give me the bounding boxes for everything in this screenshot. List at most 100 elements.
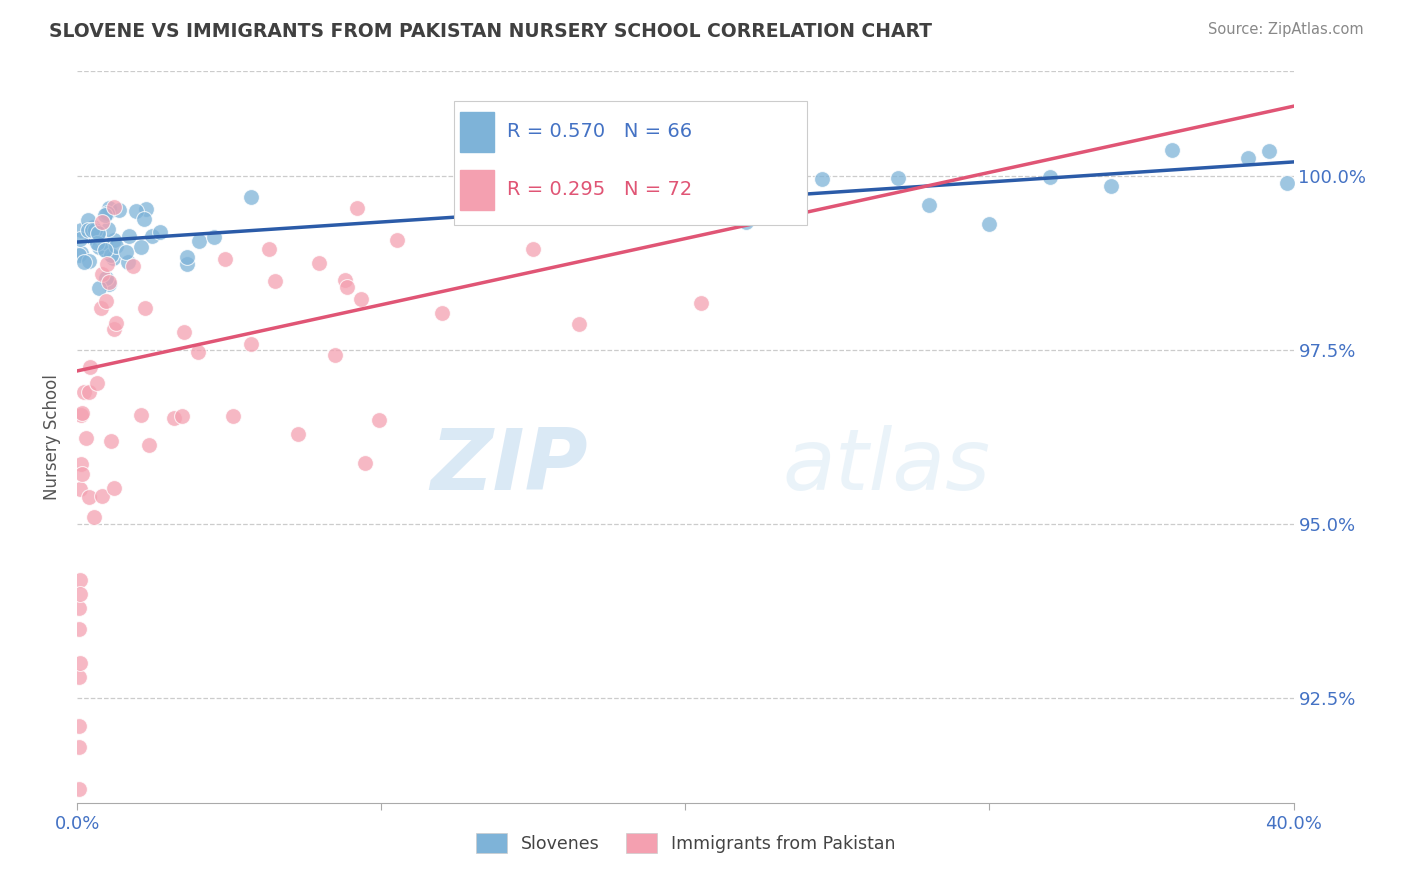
Bar xyxy=(460,112,495,152)
Point xyxy=(568,318,591,332)
Point xyxy=(918,198,941,212)
Point xyxy=(72,406,94,420)
Point xyxy=(69,483,91,497)
Point xyxy=(67,740,90,755)
Point xyxy=(103,321,125,335)
Point xyxy=(87,280,110,294)
Point xyxy=(118,228,141,243)
Point xyxy=(350,293,373,307)
Point xyxy=(87,227,110,242)
Point xyxy=(477,179,499,194)
Point xyxy=(77,384,100,399)
Point xyxy=(141,228,163,243)
Point xyxy=(90,268,112,282)
Point xyxy=(69,573,91,587)
Point xyxy=(129,409,152,423)
Point xyxy=(385,233,408,247)
Point xyxy=(75,431,97,445)
Point xyxy=(333,273,356,287)
Point xyxy=(259,242,281,256)
Point xyxy=(1277,176,1299,190)
Point xyxy=(89,301,111,315)
Point xyxy=(100,248,122,262)
Point xyxy=(94,243,117,257)
Text: R = 0.570   N = 66: R = 0.570 N = 66 xyxy=(506,122,692,141)
Point xyxy=(222,409,245,423)
Point xyxy=(202,230,225,244)
Point xyxy=(103,201,125,215)
Point xyxy=(346,201,368,215)
Point xyxy=(125,203,148,218)
Point xyxy=(97,222,120,236)
Point xyxy=(101,251,124,265)
Point xyxy=(1039,169,1062,184)
Point xyxy=(308,256,330,270)
Point xyxy=(76,222,98,236)
Point xyxy=(287,426,309,441)
Point xyxy=(188,234,211,248)
Point xyxy=(91,489,114,503)
Point xyxy=(98,275,121,289)
Point xyxy=(67,248,90,262)
Point xyxy=(689,295,711,310)
Text: ZIP: ZIP xyxy=(430,425,588,508)
Point xyxy=(77,213,100,227)
Point xyxy=(69,223,91,237)
Text: Source: ZipAtlas.com: Source: ZipAtlas.com xyxy=(1208,22,1364,37)
Point xyxy=(70,467,93,481)
Point xyxy=(323,348,346,362)
Point xyxy=(83,223,105,237)
Point xyxy=(117,254,139,268)
Point xyxy=(173,325,195,339)
Point xyxy=(82,219,104,234)
Point xyxy=(69,408,91,422)
Point xyxy=(135,202,157,217)
Point xyxy=(522,242,544,256)
Point xyxy=(354,456,377,470)
Point xyxy=(170,409,193,424)
Point xyxy=(67,719,90,733)
Point xyxy=(69,232,91,246)
Point xyxy=(583,181,606,195)
Text: SLOVENE VS IMMIGRANTS FROM PAKISTAN NURSERY SCHOOL CORRELATION CHART: SLOVENE VS IMMIGRANTS FROM PAKISTAN NURS… xyxy=(49,22,932,41)
Point xyxy=(138,438,160,452)
Point xyxy=(163,410,186,425)
Point xyxy=(129,240,152,254)
Point xyxy=(73,254,96,268)
Point xyxy=(67,622,90,636)
Point xyxy=(368,412,391,426)
Point xyxy=(73,385,96,400)
Point xyxy=(240,337,263,351)
Point xyxy=(132,212,155,227)
Point xyxy=(70,246,93,260)
Point xyxy=(79,359,101,374)
Point xyxy=(263,274,285,288)
Point xyxy=(176,251,198,265)
Y-axis label: Nursery School: Nursery School xyxy=(44,374,62,500)
Point xyxy=(96,257,118,271)
Point xyxy=(134,301,156,315)
Point xyxy=(176,257,198,271)
Point xyxy=(103,234,125,248)
Legend: Slovenes, Immigrants from Pakistan: Slovenes, Immigrants from Pakistan xyxy=(468,826,903,860)
Point xyxy=(105,316,128,330)
Point xyxy=(91,215,114,229)
Bar xyxy=(460,170,495,211)
Point xyxy=(1258,145,1281,159)
Point xyxy=(70,457,93,471)
Text: R = 0.295   N = 72: R = 0.295 N = 72 xyxy=(506,180,692,199)
Point xyxy=(675,161,697,176)
Point xyxy=(335,280,357,294)
Point xyxy=(69,657,91,671)
Point xyxy=(100,434,122,449)
Point xyxy=(887,171,910,186)
Point xyxy=(1099,178,1122,193)
Point xyxy=(67,781,90,796)
Point xyxy=(240,190,263,204)
Point xyxy=(93,242,115,256)
Point xyxy=(80,230,103,244)
Point xyxy=(122,259,145,273)
Point xyxy=(83,510,105,524)
Point xyxy=(103,481,125,495)
Point xyxy=(86,376,108,390)
